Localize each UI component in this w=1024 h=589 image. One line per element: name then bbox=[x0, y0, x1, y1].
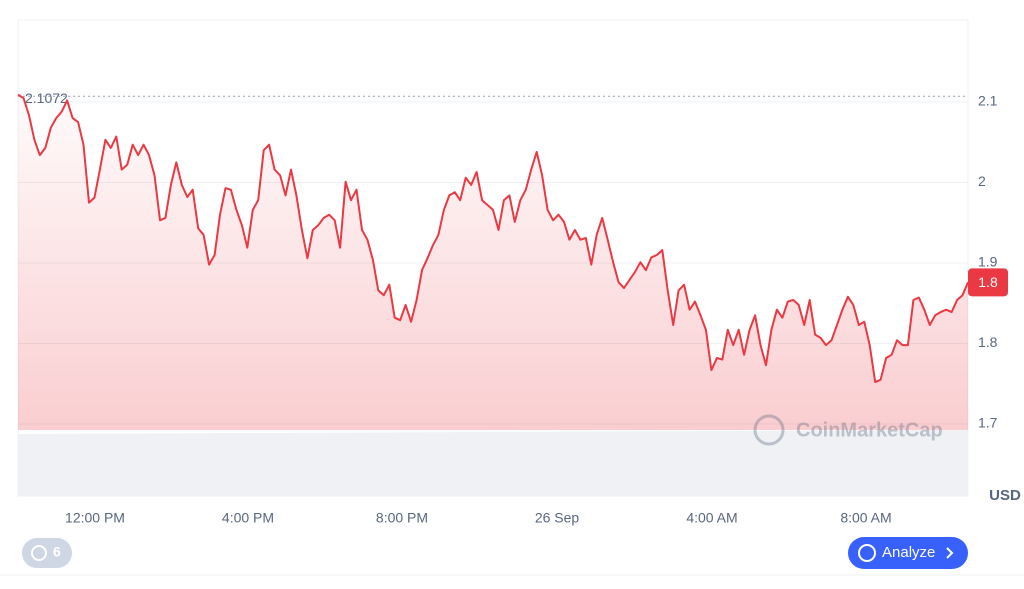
y-tick-label: 2 bbox=[978, 173, 986, 189]
y-tick-label: 1.8 bbox=[978, 334, 998, 350]
y-tick-label: 1.7 bbox=[978, 415, 998, 431]
current-price-label: 1.8 bbox=[978, 274, 998, 290]
watermark: CoinMarketCap bbox=[753, 414, 943, 446]
currency-label: USD bbox=[989, 487, 1021, 504]
analyze-button[interactable]: Analyze bbox=[848, 537, 968, 569]
x-tick-label: 4:00 PM bbox=[222, 510, 274, 526]
current-price-badge bbox=[968, 268, 1008, 297]
x-tick-label: 26 Sep bbox=[535, 510, 580, 526]
history-count: 6 bbox=[53, 544, 61, 560]
y-tick-label: 1.9 bbox=[978, 254, 998, 270]
price-line bbox=[17, 93, 969, 384]
x-tick-label: 8:00 PM bbox=[376, 510, 428, 526]
watermark-text: CoinMarketCap bbox=[796, 419, 943, 441]
x-tick-label: 12:00 PM bbox=[65, 510, 125, 526]
high-label: 2.1072 bbox=[25, 90, 68, 106]
y-tick-label: 2.1 bbox=[978, 93, 998, 109]
volume-area bbox=[18, 430, 968, 496]
x-tick-label: 8:00 AM bbox=[840, 510, 891, 526]
history-badge[interactable]: 6 bbox=[22, 538, 72, 568]
area bbox=[18, 94, 968, 431]
analyze-label: Analyze bbox=[882, 544, 935, 561]
x-tick-label: 4:00 AM bbox=[686, 510, 737, 526]
